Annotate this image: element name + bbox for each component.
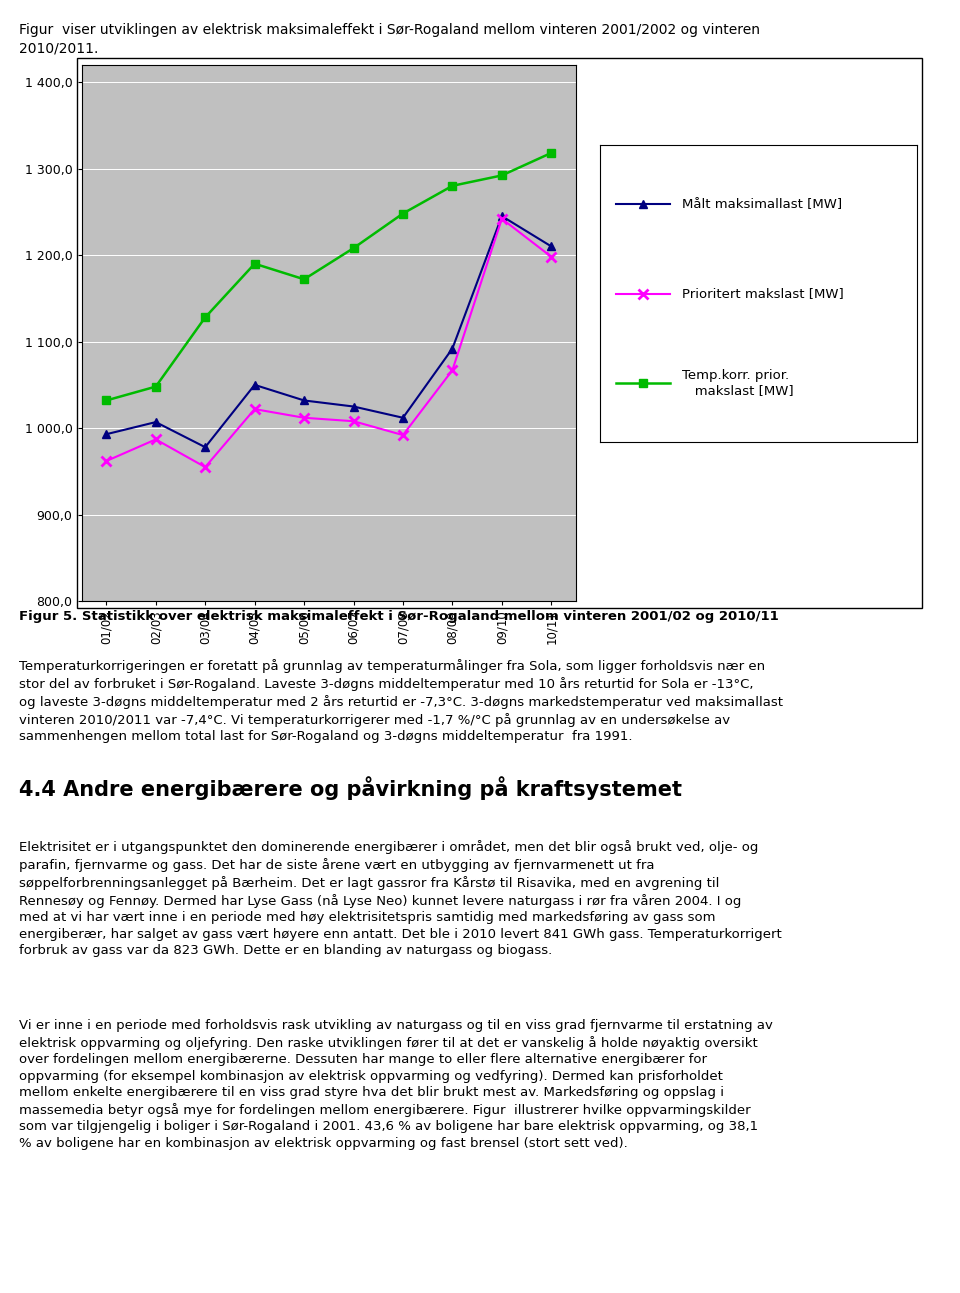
Text: Temp.korr. prior.
   makslast [MW]: Temp.korr. prior. makslast [MW]	[683, 369, 794, 397]
Text: Figur 5. Statistikk over elektrisk maksimaleffekt i Sør-Rogaland mellom vinteren: Figur 5. Statistikk over elektrisk maksi…	[19, 610, 779, 623]
Text: Temperaturkorrigeringen er foretatt på grunnlag av temperaturmålinger fra Sola, : Temperaturkorrigeringen er foretatt på g…	[19, 659, 783, 743]
Text: Vi er inne i en periode med forholdsvis rask utvikling av naturgass og til en vi: Vi er inne i en periode med forholdsvis …	[19, 1019, 773, 1149]
Text: Figur  viser utviklingen av elektrisk maksimaleffekt i Sør-Rogaland mellom vinte: Figur viser utviklingen av elektrisk mak…	[19, 23, 760, 56]
Text: 4.4 Andre energibærere og påvirkning på kraftsystemet: 4.4 Andre energibærere og påvirkning på …	[19, 776, 683, 799]
Text: Elektrisitet er i utgangspunktet den dominerende energibærer i området, men det : Elektrisitet er i utgangspunktet den dom…	[19, 840, 782, 957]
Text: Målt maksimallast [MW]: Målt maksimallast [MW]	[683, 198, 843, 211]
Text: Prioritert makslast [MW]: Prioritert makslast [MW]	[683, 287, 844, 300]
